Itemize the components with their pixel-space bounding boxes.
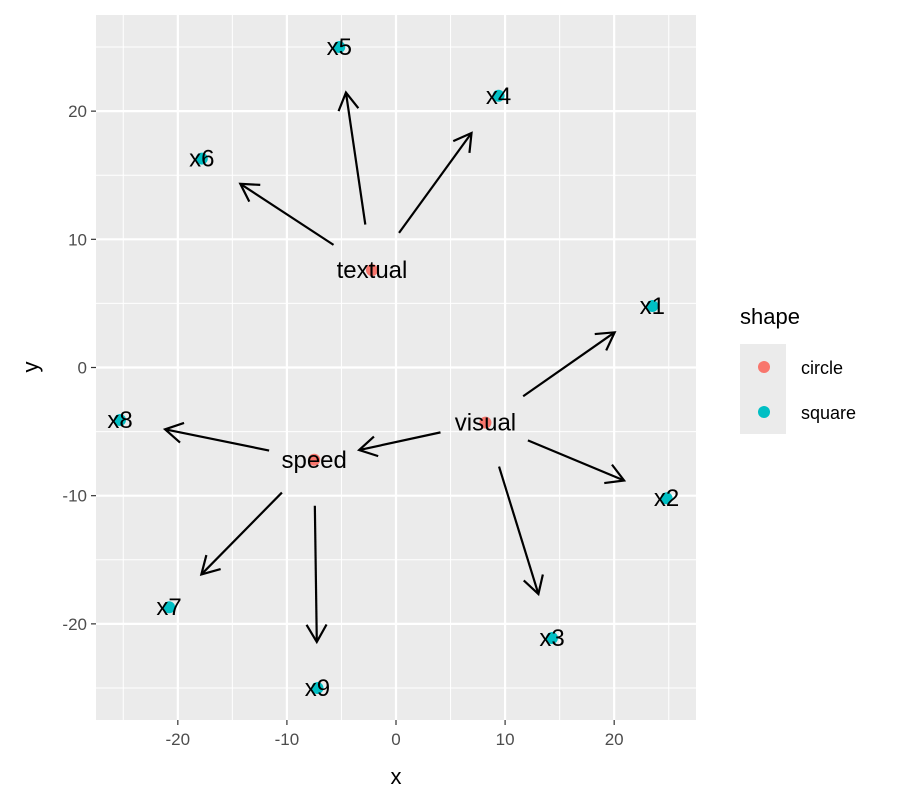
edge-arrowhead bbox=[337, 90, 360, 112]
points bbox=[114, 41, 673, 694]
point-x2 bbox=[660, 492, 673, 505]
edge-line bbox=[239, 182, 335, 246]
edge-textual-x6 bbox=[238, 182, 335, 246]
point-x6 bbox=[195, 152, 208, 165]
edge-arrowhead bbox=[452, 131, 473, 153]
edge-arrowhead bbox=[594, 331, 617, 351]
point-x8 bbox=[114, 414, 126, 427]
edge-arrowhead bbox=[604, 463, 627, 485]
edge-line bbox=[344, 92, 367, 225]
edge-visual-x2 bbox=[527, 439, 627, 485]
point-speed bbox=[308, 453, 321, 466]
y-axis-title: y bbox=[18, 362, 43, 373]
label-speed: speed bbox=[281, 447, 346, 474]
edge-textual-x4 bbox=[398, 131, 473, 234]
x-tick-label: 10 bbox=[496, 730, 515, 749]
edge-arrowhead bbox=[199, 554, 221, 576]
label-x6: x6 bbox=[189, 146, 214, 173]
edge-visual-x3 bbox=[497, 466, 544, 597]
edge-textual-x5 bbox=[337, 90, 367, 225]
label-x1: x1 bbox=[640, 293, 665, 320]
legend-key-square bbox=[758, 406, 770, 418]
x-axis: -20 -10 0 10 20 bbox=[166, 720, 624, 749]
edge-arrowhead bbox=[162, 421, 185, 444]
label-x8: x8 bbox=[107, 407, 132, 434]
major-gridlines bbox=[96, 15, 696, 720]
label-x3: x3 bbox=[539, 625, 564, 652]
edge-line bbox=[164, 428, 270, 452]
point-textual bbox=[366, 264, 378, 277]
x-tick-label: -10 bbox=[275, 730, 300, 749]
y-tick-label: 10 bbox=[68, 230, 87, 249]
legend-key-circle bbox=[758, 361, 770, 373]
label-textual: textual bbox=[337, 257, 408, 284]
point-x5 bbox=[333, 41, 346, 54]
x-axis-title: x bbox=[391, 764, 402, 789]
y-tick-label: 20 bbox=[68, 102, 87, 121]
point-x4 bbox=[492, 89, 505, 102]
edge-line bbox=[527, 439, 625, 482]
label-x2: x2 bbox=[654, 485, 679, 512]
edges bbox=[162, 90, 627, 645]
edge-speed-x7 bbox=[199, 491, 283, 576]
y-tick-label: 0 bbox=[78, 359, 87, 378]
legend-title: shape bbox=[740, 304, 800, 329]
legend-key-background bbox=[740, 344, 786, 434]
edge-speed-x9 bbox=[305, 505, 328, 645]
edge-line bbox=[358, 431, 441, 452]
edge-line bbox=[313, 505, 318, 642]
edge-arrowhead bbox=[523, 574, 544, 597]
label-x4: x4 bbox=[486, 83, 511, 110]
y-axis: -20 -10 0 10 20 bbox=[62, 102, 96, 634]
y-tick-label: -20 bbox=[62, 615, 87, 634]
edge-speed-x8 bbox=[162, 421, 270, 452]
legend: shape circle square bbox=[740, 304, 856, 434]
edge-line bbox=[497, 466, 540, 595]
label-x5: x5 bbox=[327, 34, 352, 61]
point-x7 bbox=[163, 601, 176, 614]
edge-line bbox=[522, 331, 616, 398]
x-tick-label: 0 bbox=[391, 730, 400, 749]
edge-line bbox=[398, 132, 473, 234]
x-tick-label: -20 bbox=[166, 730, 191, 749]
edge-arrowhead bbox=[356, 435, 379, 458]
point-x1 bbox=[646, 299, 659, 312]
label-visual: visual bbox=[455, 410, 516, 437]
point-visual bbox=[479, 416, 492, 429]
edge-visual-x1 bbox=[522, 331, 617, 398]
edge-line bbox=[200, 491, 283, 576]
point-x3 bbox=[546, 631, 558, 644]
label-x9: x9 bbox=[305, 675, 330, 702]
edge-arrowhead bbox=[305, 623, 328, 645]
point-x9 bbox=[311, 681, 324, 694]
node-labels: textual visual speed x1 x2 x3 x4 x5 x6 x7 x8 x9 bbox=[107, 34, 679, 702]
legend-label-circle: circle bbox=[801, 358, 843, 378]
y-tick-label: -10 bbox=[62, 487, 87, 506]
x-tick-label: 20 bbox=[605, 730, 624, 749]
edge-visual-speed bbox=[356, 431, 441, 458]
edge-arrowhead bbox=[238, 182, 261, 203]
legend-label-square: square bbox=[801, 403, 856, 423]
label-x7: x7 bbox=[156, 594, 181, 621]
